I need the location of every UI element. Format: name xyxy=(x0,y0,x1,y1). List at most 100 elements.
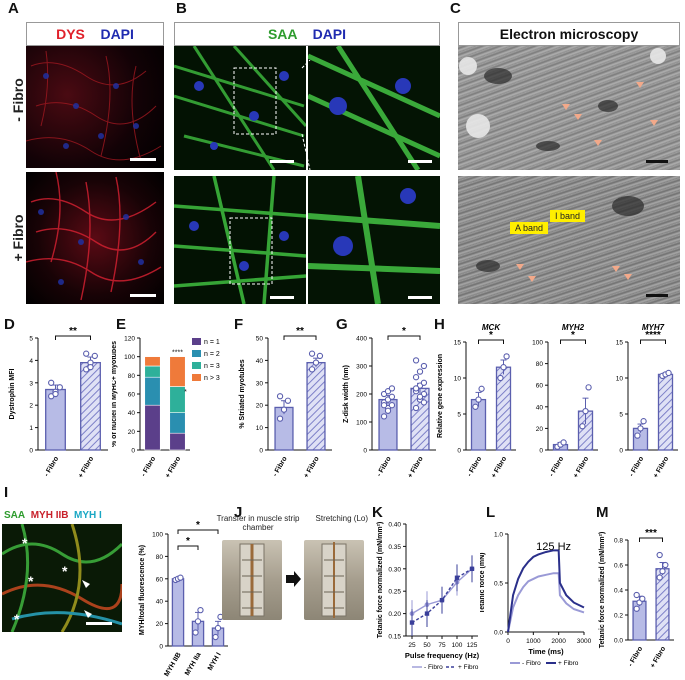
row-label-plus-fibro: + Fibro xyxy=(10,214,26,262)
panel-label-k: K xyxy=(372,504,383,521)
y-axis-label: Tetanic force (mN) xyxy=(480,553,486,614)
panel-a-header: DYS DAPI xyxy=(26,22,164,46)
panel-label-h: H xyxy=(434,316,445,333)
y-tick-label: 0.35 xyxy=(388,544,401,551)
data-point xyxy=(472,403,479,410)
data-point xyxy=(177,574,184,581)
data-point xyxy=(416,393,424,400)
legend-label: + Fibro xyxy=(558,660,579,667)
x-tick-label: + Fibro xyxy=(303,456,321,479)
legend-swatch xyxy=(192,374,201,381)
dys-texture-minus xyxy=(26,50,162,162)
x-tick-label: + Fibro xyxy=(572,456,590,479)
panel-label-a: A xyxy=(8,0,19,17)
x-tick-label: - Fibro xyxy=(548,456,565,478)
y-tick-label: 0 xyxy=(29,448,33,455)
y-tick-label: 40 xyxy=(156,599,164,606)
panel-label-e: E xyxy=(116,316,127,333)
y-axis-label: Tetanic force normalized (mN/mm²) xyxy=(599,532,606,649)
y-tick-label: 20 xyxy=(536,426,544,433)
data-point xyxy=(416,368,424,375)
y-tick-label: 40 xyxy=(256,358,264,365)
stacked-bar-segment xyxy=(169,432,186,451)
scale-bar xyxy=(270,296,294,299)
data-point xyxy=(48,379,55,386)
data-point xyxy=(497,374,504,382)
y-tick-label: 200 xyxy=(356,392,367,399)
stain-dapi: DAPI xyxy=(100,26,134,42)
data-point xyxy=(308,366,316,373)
y-tick-label: 1 xyxy=(29,425,33,432)
data-point xyxy=(633,605,640,612)
y-tick-label: 30 xyxy=(256,380,264,387)
step2-label: Stretching (Lo) xyxy=(315,514,368,523)
x-tick-label: 25 xyxy=(408,642,416,649)
y-tick-label: 0.0 xyxy=(614,638,623,645)
significance-label: **** xyxy=(645,330,661,341)
data-point xyxy=(420,362,428,370)
panel-c-header: Electron microscopy xyxy=(458,22,680,46)
x-tick-label: + Fibro xyxy=(652,456,670,479)
svg-text:*: * xyxy=(62,563,68,579)
y-axis-label: % of nuclei in MyHC+ myotubes xyxy=(112,341,118,447)
y-tick-label: 15 xyxy=(616,340,624,347)
y-tick-label: 0.2 xyxy=(614,613,623,620)
scale-bar xyxy=(646,294,668,297)
x-tick-label: - Fibro xyxy=(627,646,644,668)
significance-bracket xyxy=(478,339,504,344)
chart-l: 0.0 0.5 1.0 Tetanic force (mN) 0 1000 2000 3000… xyxy=(480,532,592,668)
data-point xyxy=(276,393,284,400)
y-tick-label: 5 xyxy=(457,412,461,419)
bar xyxy=(45,388,66,451)
data-point xyxy=(380,413,388,420)
data-point xyxy=(656,574,663,581)
significance-label: * xyxy=(489,330,493,341)
chamber-photo-1 xyxy=(222,540,282,620)
legend-label: n = 1 xyxy=(204,339,220,346)
chart-d: 0 1 2 3 4 5 Dystrophin MFI - Fibro + Fibro ** xyxy=(9,326,108,478)
panel-label-g: G xyxy=(336,316,348,333)
y-tick-label: 20 xyxy=(156,621,164,628)
data-point xyxy=(585,384,592,391)
legend-label: - Fibro xyxy=(522,660,541,667)
stain-saa: SAA xyxy=(4,510,26,521)
data-point xyxy=(91,352,98,360)
chamber-drawing-1 xyxy=(239,543,265,617)
y-tick-label: 0 xyxy=(363,448,367,455)
x-tick-label: 0 xyxy=(506,638,510,645)
svg-text:*: * xyxy=(14,611,20,627)
y-tick-label: 0 xyxy=(259,448,263,455)
legend-swatch xyxy=(192,338,201,345)
y-tick-label: 10 xyxy=(616,376,624,383)
x-axis-label: Time (ms) xyxy=(528,647,564,656)
panel-label-b: B xyxy=(176,0,187,17)
stain-myh-iib: MYH IIB xyxy=(30,510,69,521)
bar xyxy=(306,361,326,451)
panel-label-l: L xyxy=(486,504,496,521)
significance-label: ** xyxy=(69,326,77,337)
y-axis-label: Relative gene expression xyxy=(437,354,444,438)
y-axis-label: % Striated myotubes xyxy=(239,359,246,428)
dys-image-plus-fibro xyxy=(26,172,164,304)
a-band-label: A band xyxy=(510,222,549,234)
svg-text:*: * xyxy=(28,573,34,589)
annotation: 125 Hz xyxy=(536,541,571,553)
y-tick-label: 0.30 xyxy=(388,566,401,573)
stain-saa: SAA xyxy=(267,26,298,42)
data-point xyxy=(659,568,666,575)
stacked-bar-segment xyxy=(144,404,161,451)
y-tick-label: 0.8 xyxy=(614,538,623,545)
y-tick-label: 0 xyxy=(457,448,461,455)
significance-bracket xyxy=(560,339,586,344)
y-tick-label: 2 xyxy=(29,403,33,410)
data-point xyxy=(412,404,420,412)
y-tick-label: 10 xyxy=(454,376,462,383)
y-tick-label: 0 xyxy=(159,644,163,651)
stacked-bar-segment xyxy=(144,356,161,367)
myh-image: * * * * xyxy=(2,524,122,632)
x-tick-label: - Fibro xyxy=(466,456,483,478)
panel-label-j: J xyxy=(234,504,243,521)
em-texture-plus xyxy=(476,196,644,282)
scale-bar xyxy=(130,158,156,161)
chart-title: MYH2 xyxy=(562,323,585,332)
